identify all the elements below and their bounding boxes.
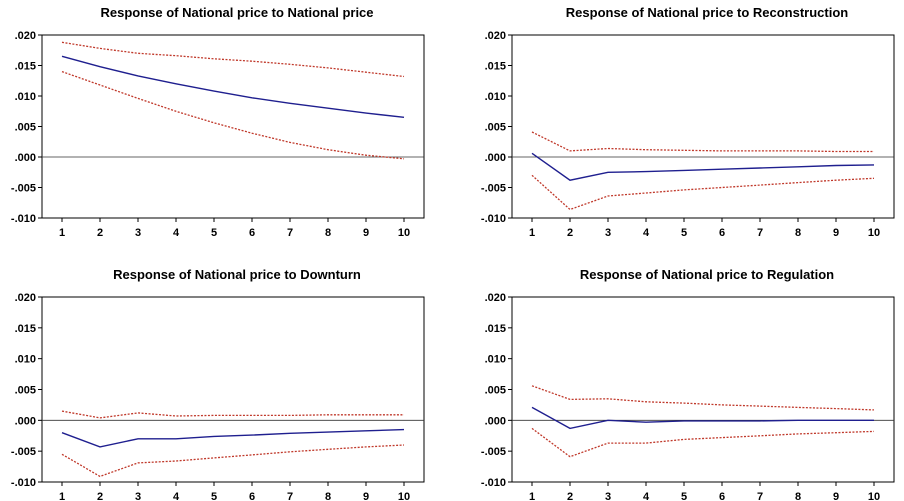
y-tick-label: .020 bbox=[485, 292, 506, 304]
response-line bbox=[61, 55, 405, 118]
x-tick-label: 2 bbox=[97, 227, 103, 239]
y-tick-label: .000 bbox=[485, 152, 506, 164]
x-tick-label: 8 bbox=[325, 227, 331, 239]
x-tick-label: 9 bbox=[363, 491, 369, 501]
upper-band-line bbox=[61, 41, 405, 78]
x-tick-label: 7 bbox=[287, 227, 293, 239]
x-tick-label: 7 bbox=[757, 491, 763, 501]
x-tick-label: 1 bbox=[529, 227, 535, 239]
y-tick-label: .015 bbox=[15, 323, 36, 335]
x-tick-label: 8 bbox=[795, 491, 801, 501]
y-tick-label: .005 bbox=[15, 385, 36, 397]
y-tick-label: .010 bbox=[485, 354, 506, 366]
y-tick-label: .010 bbox=[15, 91, 36, 103]
x-tick-label: 6 bbox=[249, 227, 255, 239]
x-tick-label: 4 bbox=[173, 491, 180, 501]
chart-title: Response of National price to National p… bbox=[100, 5, 373, 20]
y-tick-label: .020 bbox=[15, 30, 36, 42]
x-tick-label: 10 bbox=[398, 227, 410, 239]
x-tick-label: 8 bbox=[325, 491, 331, 501]
y-tick-label: -.010 bbox=[481, 477, 506, 489]
chart-panel-3: Response of National price to Downturn .… bbox=[11, 267, 425, 501]
x-tick-label: 3 bbox=[135, 227, 141, 239]
y-tick-label: -.005 bbox=[481, 183, 506, 195]
response-line bbox=[531, 152, 875, 181]
chart-title: Response of National price to Regulation bbox=[580, 267, 834, 282]
y-tick-label: .010 bbox=[485, 91, 506, 103]
plot-frame bbox=[41, 34, 425, 219]
y-tick-label: -.010 bbox=[11, 213, 36, 225]
y-tick-label: .000 bbox=[15, 152, 36, 164]
y-tick-label: .015 bbox=[485, 323, 506, 335]
y-tick-label: .015 bbox=[485, 61, 506, 73]
x-tick-label: 6 bbox=[719, 227, 725, 239]
x-tick-label: 3 bbox=[605, 491, 611, 501]
y-tick-label: -.005 bbox=[11, 446, 36, 458]
upper-band-line bbox=[61, 410, 404, 419]
plot-frame bbox=[511, 34, 895, 219]
x-tick-label: 1 bbox=[529, 491, 535, 501]
x-tick-label: 5 bbox=[211, 227, 217, 239]
lower-band-line bbox=[61, 70, 405, 160]
lower-band-line bbox=[531, 174, 875, 211]
x-tick-label: 2 bbox=[567, 227, 573, 239]
x-tick-label: 6 bbox=[719, 491, 725, 501]
upper-band-line bbox=[531, 385, 875, 411]
y-tick-label: .020 bbox=[15, 292, 36, 304]
chart-panel-1: Response of National price to National p… bbox=[11, 5, 425, 239]
x-tick-label: 5 bbox=[211, 491, 217, 501]
x-tick-label: 9 bbox=[833, 227, 839, 239]
x-tick-label: 1 bbox=[59, 491, 65, 501]
y-tick-label: .010 bbox=[15, 354, 36, 366]
x-tick-label: 10 bbox=[868, 491, 880, 501]
y-tick-label: .005 bbox=[15, 122, 36, 134]
x-tick-label: 5 bbox=[681, 491, 687, 501]
x-tick-label: 9 bbox=[833, 491, 839, 501]
x-tick-label: 4 bbox=[643, 227, 650, 239]
x-tick-label: 10 bbox=[868, 227, 880, 239]
x-tick-label: 4 bbox=[643, 491, 650, 501]
x-tick-label: 4 bbox=[173, 227, 180, 239]
x-tick-label: 8 bbox=[795, 227, 801, 239]
x-tick-label: 9 bbox=[363, 227, 369, 239]
chart-panel-2: Response of National price to Reconstruc… bbox=[481, 5, 895, 239]
x-tick-label: 7 bbox=[287, 491, 293, 501]
lower-band-line bbox=[531, 427, 875, 458]
chart-panel-4: Response of National price to Regulation… bbox=[481, 267, 895, 501]
chart-title: Response of National price to Reconstruc… bbox=[566, 5, 848, 20]
y-tick-label: .015 bbox=[15, 61, 36, 73]
lower-band-line bbox=[61, 444, 405, 478]
response-line bbox=[61, 428, 405, 448]
x-tick-label: 2 bbox=[97, 491, 103, 501]
x-tick-label: 2 bbox=[567, 491, 573, 501]
y-tick-label: -.005 bbox=[481, 446, 506, 458]
y-tick-label: -.010 bbox=[11, 477, 36, 489]
plot-frame bbox=[511, 296, 895, 483]
x-tick-label: 5 bbox=[681, 227, 687, 239]
x-tick-label: 3 bbox=[605, 227, 611, 239]
x-tick-label: 1 bbox=[59, 227, 65, 239]
response-line bbox=[531, 406, 874, 430]
y-tick-label: -.010 bbox=[481, 213, 506, 225]
y-tick-label: -.005 bbox=[11, 183, 36, 195]
chart-title: Response of National price to Downturn bbox=[113, 267, 361, 282]
plot-frame bbox=[41, 296, 425, 483]
y-tick-label: .020 bbox=[485, 30, 506, 42]
y-tick-label: .005 bbox=[485, 385, 506, 397]
y-tick-label: .005 bbox=[485, 122, 506, 134]
x-tick-label: 3 bbox=[135, 491, 141, 501]
y-tick-label: .000 bbox=[485, 415, 506, 427]
x-tick-label: 10 bbox=[398, 491, 410, 501]
upper-band-line bbox=[531, 131, 874, 153]
x-tick-label: 7 bbox=[757, 227, 763, 239]
y-tick-label: .000 bbox=[15, 415, 36, 427]
x-tick-label: 6 bbox=[249, 491, 255, 501]
